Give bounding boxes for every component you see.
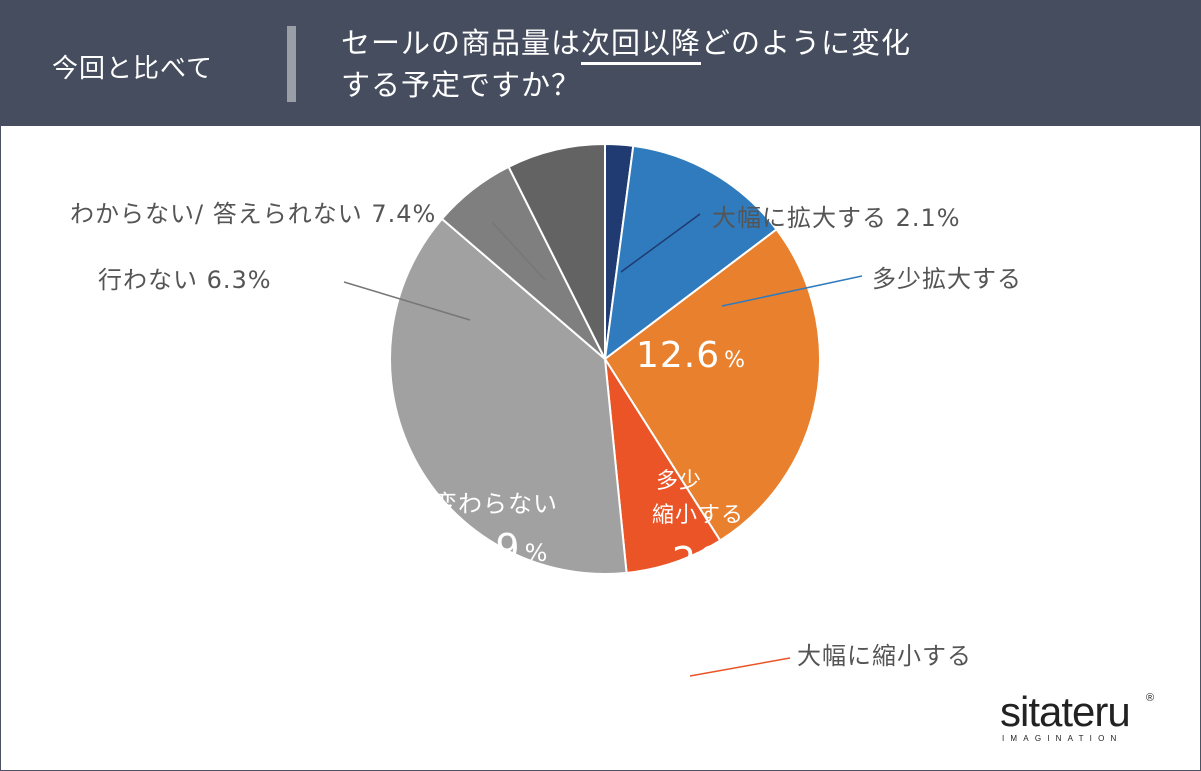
value-large-shrink: 7.4% [616, 632, 698, 672]
label-slight-expand: 多少拡大する [872, 265, 1022, 293]
logo-registered-mark: ® [1146, 692, 1155, 704]
sitateru-logo: sitateru ® IMAGINATION [1000, 690, 1160, 750]
value-slight-expand: 12.6% [636, 335, 746, 376]
label-large-expand: 大幅に拡大する 2.1% [712, 204, 961, 232]
label-not-held: 行わない 6.3% [98, 266, 272, 294]
header-context-label: 今回と比べて [52, 54, 213, 84]
pie-slice [604, 228, 821, 542]
header-divider [287, 26, 296, 102]
pie-slice [507, 143, 606, 360]
leader-line [491, 221, 546, 281]
question-part-1: セールの商品量は [341, 26, 582, 60]
label-slight-shrink-line1: 多少 [656, 469, 702, 494]
question-title: セールの商品量は次回以降どのように変化 する予定ですか？ [341, 22, 911, 106]
question-line-1: セールの商品量は次回以降どのように変化 [341, 22, 912, 65]
label-unknown: わからない/ 答えられない 7.4% [70, 200, 436, 228]
leader-line [343, 281, 471, 321]
label-no-change: 変わらない [433, 490, 558, 518]
value-no-change: 37.9% [432, 526, 548, 570]
pie-slice [389, 217, 628, 575]
value-slight-shrink: 26.3% [672, 539, 788, 583]
leader-line [721, 275, 863, 307]
logo-tagline: IMAGINATION [1002, 734, 1123, 743]
question-emphasis: 次回以降 [581, 26, 702, 65]
leader-line [689, 657, 791, 677]
label-large-shrink: 大幅に縮小する [797, 642, 972, 670]
pie-slice [604, 358, 722, 574]
logo-wordmark: sitateru [1000, 688, 1131, 735]
pie-slice [604, 144, 778, 360]
header-banner: 今回と比べて セールの商品量は次回以降どのように変化 する予定ですか？ [0, 0, 1201, 126]
question-part-2: どのように変化 [701, 26, 912, 60]
label-slight-shrink-line2: 縮小する [652, 503, 744, 528]
question-line-2: する予定ですか？ [341, 68, 582, 102]
leader-line [620, 213, 701, 273]
